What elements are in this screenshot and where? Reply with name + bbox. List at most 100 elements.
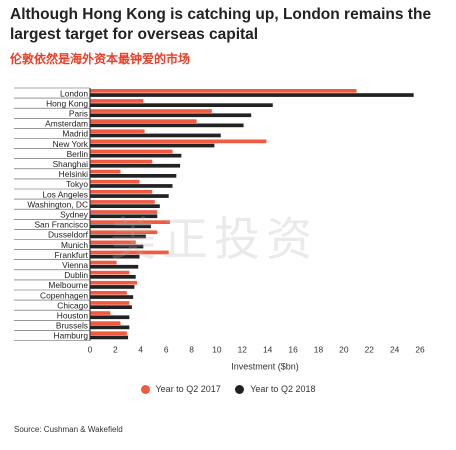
bar-2018 [90,123,244,128]
legend-swatch-2018 [235,384,245,394]
bar-2017 [90,109,212,113]
x-tick-label: 0 [88,345,93,355]
chart-subtitle: 伦敦依然是海外资本最钟爱的市场 [10,52,191,66]
bar-2018 [90,275,136,279]
category-label: Vienna [62,260,88,270]
legend-swatch-2017 [140,384,150,394]
bar-2017 [90,311,111,315]
legend-label-2018: Year to Q2 2018 [250,384,316,394]
category-label: London [60,88,88,98]
category-label: San Francisco [34,220,88,230]
chart-legend: Year to Q2 2017 Year to Q2 2018 [0,384,456,396]
bar-2017 [90,301,130,305]
bar-2017 [90,321,121,325]
bar-2018 [90,224,151,229]
x-tick-label: 24 [390,345,400,355]
category-label: Helsinki [59,169,88,179]
legend-item-2017: Year to Q2 2017 [140,384,221,394]
bar-2018 [90,93,414,97]
x-tick-label: 20 [339,345,349,355]
bar-2017 [90,230,158,235]
bar-2017 [90,270,130,275]
bar-2017 [90,331,127,336]
category-label: Hamburg [54,331,89,341]
x-tick-label: 6 [164,345,169,355]
bar-2018 [90,315,130,320]
category-label: Sydney [60,209,89,219]
category-label: Houston [57,310,89,320]
category-label: Washington, DC [27,199,88,209]
category-label: Shanghai [53,159,89,169]
category-label: Copenhagen [40,290,88,300]
bar-2017 [90,89,357,93]
bar-2018 [90,204,160,208]
bar-2018 [90,244,144,249]
category-label: Chicago [57,300,88,310]
bar-2018 [90,264,139,269]
x-tick-label: 8 [189,345,194,355]
bar-2017 [90,260,117,265]
category-label: Hong Kong [46,98,88,108]
category-label: Brussels [56,321,88,331]
bar-2017 [90,129,145,134]
bar-2018 [90,234,146,239]
bar-2018 [90,143,215,148]
x-tick-label: 26 [415,345,425,355]
x-axis-label: Investment ($bn) [231,362,299,372]
bar-2018 [90,184,173,188]
bar-2018 [90,285,135,289]
category-label: Munich [61,240,88,250]
x-tick-label: 18 [314,345,324,355]
bar-2017 [90,99,144,103]
bar-2017 [90,240,136,245]
bar-2017 [90,179,140,184]
bar-2017 [90,159,153,164]
x-tick-label: 22 [365,345,375,355]
bar-2018 [90,174,177,178]
category-label: Tokyo [66,179,88,189]
bar-2017 [90,169,121,174]
bar-2018 [90,113,252,118]
bar-2017 [90,220,170,224]
bar-2018 [90,254,140,259]
category-label: Berlin [67,149,89,159]
x-tick-label: 12 [238,345,248,355]
bar-2017 [90,210,158,214]
bar-2017 [90,250,169,255]
x-tick-label: 4 [138,345,143,355]
legend-label-2017: Year to Q2 2017 [155,384,221,394]
bar-2017 [90,280,137,285]
bar-2018 [90,194,169,198]
source-note: Source: Cushman & Wakefield [14,425,123,434]
legend-item-2018: Year to Q2 2018 [235,384,315,394]
category-label: Amsterdam [45,119,88,129]
bar-2018 [90,153,182,158]
bar-2018 [90,133,221,138]
bar-2018 [90,335,129,340]
x-tick-label: 2 [113,345,118,355]
bar-2017 [90,119,197,123]
bar-2018 [90,295,134,299]
bar-2018 [90,325,130,330]
category-label: Frankfurt [54,250,88,260]
category-label: Los Angeles [42,189,88,199]
category-label: Paris [69,108,88,118]
x-tick-label: 14 [263,345,273,355]
x-tick-label: 10 [212,345,222,355]
bar-2017 [90,139,267,144]
category-label: Madrid [62,129,88,139]
bar-2018 [90,163,181,168]
bar-2018 [90,103,273,107]
category-label: Dusseldorf [48,230,89,240]
bar-2017 [90,190,153,194]
bar-2018 [90,214,158,219]
watermark: 美正投资 [110,212,318,266]
x-tick-label: 16 [288,345,298,355]
category-label: Dublin [64,270,88,280]
category-label: New York [53,139,89,149]
bar-2018 [90,305,132,309]
chart-title: Although Hong Kong is catching up, Londo… [10,6,432,43]
category-label: Melbourne [48,280,88,290]
bar-2017 [90,149,173,154]
